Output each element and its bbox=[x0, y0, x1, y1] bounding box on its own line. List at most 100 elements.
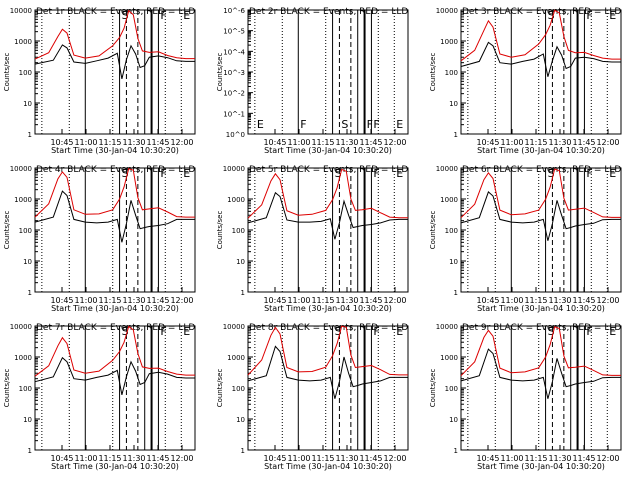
series-events-line bbox=[34, 190, 195, 243]
panel-title: Det 7r BLACK = Events, RED = LLD bbox=[36, 323, 195, 333]
x-tick-label: 10:45 bbox=[476, 296, 499, 305]
y-tick-label: 10^0 bbox=[226, 131, 245, 139]
x-tick-label: 11:15 bbox=[311, 296, 334, 305]
marker-label: E bbox=[183, 9, 190, 22]
series-lld-line bbox=[34, 325, 195, 377]
x-tick-label: 11:45 bbox=[359, 138, 382, 147]
panel-det-1: Det 1r BLACK = Events, RED = LLD 1 10 100 10… bbox=[3, 7, 196, 155]
y-tick-label: 10 bbox=[236, 416, 245, 424]
x-tick-label: 11:15 bbox=[311, 454, 334, 463]
x-tick-label: 11:15 bbox=[524, 138, 547, 147]
y-tick-label: 10000 bbox=[10, 7, 32, 15]
marker-label: F bbox=[300, 118, 306, 131]
x-axis-label: Start Time (30-Jan-04 10:30:20) bbox=[51, 462, 179, 471]
y-tick-label: 1000 bbox=[14, 38, 32, 46]
x-tick-label: 12:00 bbox=[383, 454, 406, 463]
series-events-line bbox=[34, 356, 195, 396]
y-tick-label: 100 bbox=[445, 227, 458, 235]
panel-title: Det 5r BLACK = Events, RED = LLD bbox=[249, 165, 408, 175]
y-tick-label: 10000 bbox=[436, 7, 458, 15]
x-tick-label: 11:30 bbox=[335, 296, 358, 305]
y-tick-label: 100 bbox=[232, 385, 245, 393]
plot-frame bbox=[460, 325, 622, 451]
y-axis-label: Counts/sec bbox=[429, 53, 437, 92]
series-events-line bbox=[34, 44, 195, 80]
marker-label: F bbox=[586, 9, 592, 22]
series-events-line bbox=[460, 41, 621, 77]
marker-label: S bbox=[335, 325, 342, 338]
marker-label: E bbox=[183, 167, 190, 180]
y-tick-label: 10000 bbox=[436, 323, 458, 331]
y-tick-label: 10 bbox=[23, 258, 32, 266]
panel-title: Det 9r BLACK = Events, RED = LLD bbox=[462, 323, 621, 333]
marker-label: F bbox=[373, 167, 379, 180]
x-tick-label: 11:15 bbox=[98, 138, 121, 147]
x-tick-label: 11:00 bbox=[74, 454, 97, 463]
y-axis-label: Counts/sec bbox=[216, 211, 224, 250]
y-tick-label: 1 bbox=[454, 289, 458, 297]
x-tick-label: 11:15 bbox=[524, 296, 547, 305]
y-tick-label: 1 bbox=[454, 131, 458, 139]
y-tick-label: 100 bbox=[445, 385, 458, 393]
y-tick-label: 10000 bbox=[223, 165, 245, 173]
x-tick-label: 11:45 bbox=[146, 454, 169, 463]
y-tick-label: 100 bbox=[19, 227, 32, 235]
x-tick-label: 12:00 bbox=[170, 296, 193, 305]
panel-det-3: Det 3r BLACK = Events, RED = LLD 1 10 100 10… bbox=[429, 7, 622, 155]
plot-frame bbox=[460, 167, 622, 293]
x-tick-label: 11:30 bbox=[548, 454, 571, 463]
x-tick-label: 12:00 bbox=[383, 296, 406, 305]
marker-label: E bbox=[396, 325, 403, 338]
y-axis-label: Counts/sec bbox=[216, 369, 224, 408]
x-tick-label: 11:15 bbox=[98, 454, 121, 463]
x-tick-label: 11:45 bbox=[359, 454, 382, 463]
y-tick-label: 10^-4 bbox=[223, 48, 245, 56]
marker-label: E bbox=[609, 9, 616, 22]
marker-label: E bbox=[609, 167, 616, 180]
panel-title: Det 2r BLACK = Events, RED = LLD bbox=[249, 7, 408, 17]
y-tick-label: 100 bbox=[445, 69, 458, 77]
y-tick-label: 10 bbox=[449, 416, 458, 424]
marker-label: E bbox=[183, 325, 190, 338]
marker-label: S bbox=[548, 167, 555, 180]
marker-label: F bbox=[160, 9, 166, 22]
y-tick-label: 1 bbox=[28, 447, 32, 455]
panel-title: Det 4r BLACK = Events, RED = LLD bbox=[36, 165, 195, 175]
y-tick-label: 1000 bbox=[227, 354, 245, 362]
marker-label: F bbox=[160, 167, 166, 180]
y-tick-label: 10 bbox=[236, 258, 245, 266]
plot-frame bbox=[247, 325, 409, 451]
x-tick-label: 11:15 bbox=[524, 454, 547, 463]
series-events-line bbox=[460, 348, 621, 399]
y-tick-label: 10 bbox=[449, 258, 458, 266]
marker-label: F bbox=[373, 118, 379, 131]
panel-det-4: Det 4r BLACK = Events, RED = LLD 1 10 100 10… bbox=[3, 165, 196, 313]
plot-frame bbox=[34, 167, 196, 293]
x-axis-label: Start Time (30-Jan-04 10:30:20) bbox=[477, 146, 605, 155]
marker-label: S bbox=[122, 9, 129, 22]
series-events-line bbox=[460, 191, 621, 241]
x-tick-label: 11:00 bbox=[500, 138, 523, 147]
marker-label: E bbox=[396, 118, 403, 131]
marker-label: S bbox=[335, 167, 342, 180]
x-tick-label: 11:00 bbox=[74, 138, 97, 147]
x-tick-label: 11:45 bbox=[146, 138, 169, 147]
x-tick-label: 11:45 bbox=[572, 138, 595, 147]
x-axis-label: Start Time (30-Jan-04 10:30:20) bbox=[51, 146, 179, 155]
x-tick-label: 12:00 bbox=[596, 454, 619, 463]
y-tick-label: 10000 bbox=[10, 165, 32, 173]
y-tick-label: 1000 bbox=[14, 196, 32, 204]
marker-label: S bbox=[122, 325, 129, 338]
panel-det-6: Det 6r BLACK = Events, RED = LLD 1 10 100 10… bbox=[429, 165, 622, 313]
panel-det-7: Det 7r BLACK = Events, RED = LLD 1 10 100 10… bbox=[3, 323, 196, 471]
series-lld-line bbox=[247, 325, 408, 376]
x-tick-label: 11:00 bbox=[500, 454, 523, 463]
x-tick-label: 11:15 bbox=[98, 296, 121, 305]
panel-title: Det 1r BLACK = Events, RED = LLD bbox=[36, 7, 195, 17]
y-tick-label: 10 bbox=[449, 100, 458, 108]
series-lld-line bbox=[247, 168, 408, 219]
x-tick-label: 10:45 bbox=[263, 296, 286, 305]
y-tick-label: 1000 bbox=[440, 354, 458, 362]
marker-label: E bbox=[609, 325, 616, 338]
